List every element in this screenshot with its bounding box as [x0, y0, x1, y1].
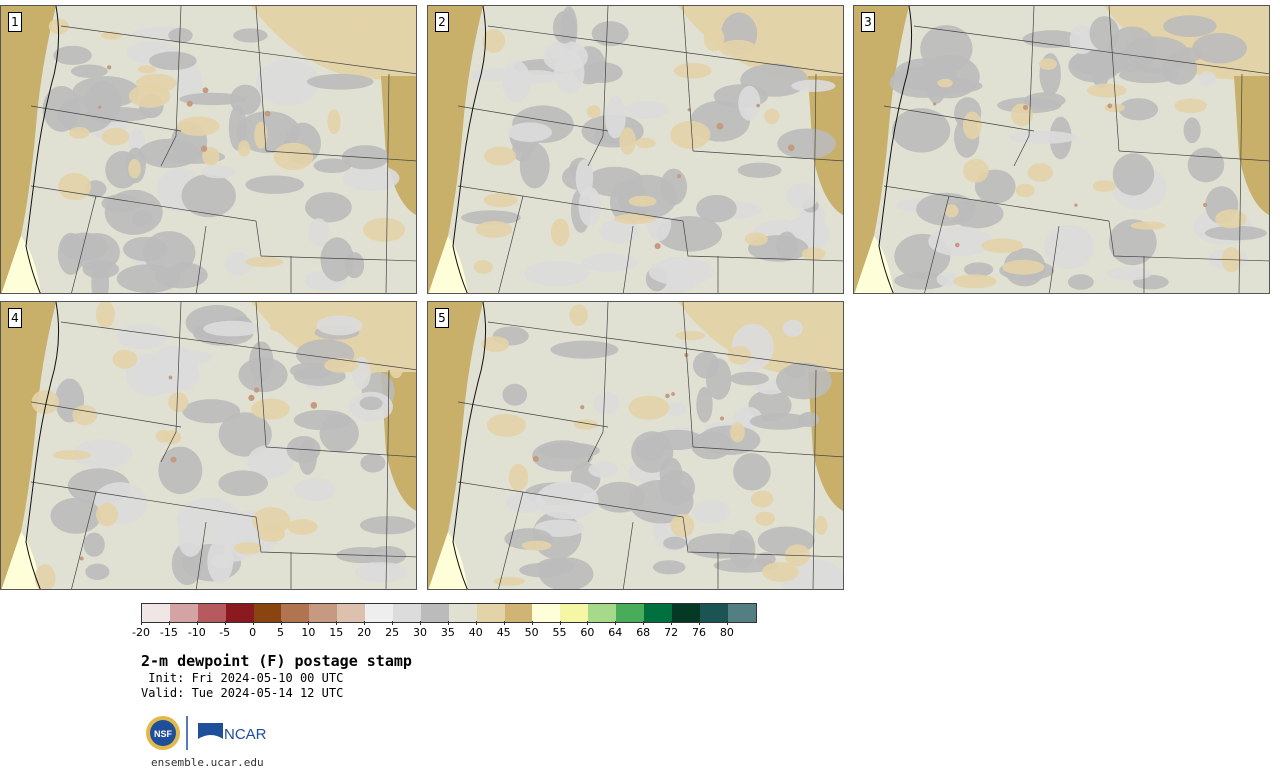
- colorbar-segment: [420, 604, 449, 622]
- map-panel-2: 2: [427, 5, 844, 294]
- dewpoint-map-5: [428, 302, 843, 589]
- colorbar-ticks: -20 -15 -10 -5 0 5 10 15 20 25 30 35 40 45 50 55 60 64 68 7…: [132, 621, 757, 641]
- colorbar-segment: [644, 604, 672, 622]
- colorbar-tick-label: 30: [413, 626, 427, 639]
- colorbar-tick: [224, 621, 226, 625]
- colorbar-tick-label: 64: [608, 626, 623, 639]
- panel-number-label: 3: [861, 12, 875, 32]
- colorbar-segment: [448, 604, 477, 622]
- colorbar-tick: [280, 621, 282, 625]
- colorbar-tick-label: 5: [277, 626, 284, 639]
- colorbar-segment: [142, 604, 170, 622]
- colorbar-tick-label: 25: [385, 626, 400, 639]
- svg-text:NCAR: NCAR: [224, 726, 267, 743]
- colorbar-tick-label: -20: [132, 626, 150, 639]
- panel-number-label: 5: [435, 308, 449, 328]
- colorbar-tick-label: 55: [552, 626, 567, 639]
- colorbar-segment: [197, 604, 226, 622]
- colorbar-tick-label: 0: [249, 626, 257, 639]
- colorbar-tick-label: -5: [219, 626, 231, 639]
- colorbar-segment: [616, 604, 645, 622]
- colorbar-tick: [168, 621, 170, 625]
- colorbar-tick: [587, 621, 589, 625]
- colorbar-tick: [141, 621, 142, 625]
- colorbar-tick: [392, 621, 394, 625]
- colorbar-tick: [699, 621, 700, 625]
- colorbar-segment: [225, 604, 254, 622]
- colorbar-segment: [588, 604, 617, 622]
- colorbar-segment: [253, 604, 282, 622]
- colorbar-tick: [475, 621, 477, 625]
- dewpoint-map-3: [854, 6, 1269, 293]
- dewpoint-map-2: [428, 6, 843, 293]
- colorbar-tick-label: 35: [440, 626, 455, 639]
- colorbar-segment: [365, 604, 394, 622]
- panel-number-label: 2: [435, 12, 449, 32]
- colorbar-tick-label: -10: [187, 626, 206, 639]
- colorbar: [141, 603, 757, 623]
- colorbar-tick-label: 20: [357, 626, 372, 639]
- colorbar-segment: [281, 604, 310, 622]
- colorbar-tick-label: 76: [692, 626, 706, 639]
- colorbar-segment: [337, 604, 366, 622]
- colorbar-segment: [727, 604, 756, 622]
- colorbar-segment: [671, 604, 700, 622]
- colorbar-segment: [476, 604, 505, 622]
- colorbar-tick: [447, 621, 449, 625]
- colorbar-tick: [559, 621, 561, 625]
- colorbar-tick-label: 15: [329, 626, 344, 639]
- colorbar-tick-label: 50: [524, 626, 539, 639]
- logos: NSF NCAR: [145, 713, 275, 753]
- colorbar-tick-label: 45: [496, 626, 511, 639]
- colorbar-segment: [393, 604, 421, 622]
- ncar-logo-icon: NCAR: [198, 723, 267, 743]
- colorbar-tick-label: 40: [468, 626, 483, 639]
- chart-title: 2-m dewpoint (F) postage stamp: [141, 652, 412, 670]
- colorbar-tick: [531, 621, 533, 625]
- colorbar-tick-label: 80: [719, 626, 734, 639]
- colorbar-tick: [671, 621, 673, 625]
- init-time: Init: Fri 2024-05-10 00 UTC: [141, 671, 344, 685]
- colorbar-tick: [308, 621, 310, 625]
- colorbar-tick: [252, 621, 254, 625]
- colorbar-tick-label: 10: [301, 626, 316, 639]
- colorbar-tick-label: 68: [636, 626, 651, 639]
- panel-number-label: 4: [8, 308, 22, 328]
- map-panel-3: 3: [853, 5, 1270, 294]
- colorbar-tick: [196, 621, 198, 625]
- map-panel-1: 1: [0, 5, 417, 294]
- nsf-ncar-logo: NSF NCAR: [146, 716, 267, 750]
- dewpoint-map-1: [1, 6, 416, 293]
- colorbar-tick: [503, 621, 505, 625]
- dewpoint-map-4: [1, 302, 416, 589]
- panel-number-label: 1: [8, 12, 22, 32]
- colorbar-tick: [643, 621, 645, 625]
- valid-time: Valid: Tue 2024-05-14 12 UTC: [141, 686, 344, 700]
- colorbar-tick: [615, 621, 617, 625]
- colorbar-segment: [532, 604, 561, 622]
- colorbar-segment: [504, 604, 533, 622]
- map-panel-5: 5: [427, 301, 844, 590]
- colorbar-tick-label: 60: [580, 626, 595, 639]
- colorbar-tick-label: 72: [664, 626, 679, 639]
- colorbar-segment: [699, 604, 728, 622]
- colorbar-tick-label: -15: [159, 626, 178, 639]
- colorbar-segment: [560, 604, 589, 622]
- colorbar-segment: [309, 604, 338, 622]
- svg-text:NSF: NSF: [154, 729, 173, 739]
- site-url: ensemble.ucar.edu: [151, 756, 264, 769]
- colorbar-tick: [420, 621, 421, 625]
- colorbar-tick: [336, 621, 338, 625]
- nsf-logo-icon: NSF: [146, 716, 180, 750]
- colorbar-segment: [169, 604, 198, 622]
- map-panel-4: 4: [0, 301, 417, 590]
- colorbar-tick: [364, 621, 366, 625]
- colorbar-tick: [726, 621, 728, 625]
